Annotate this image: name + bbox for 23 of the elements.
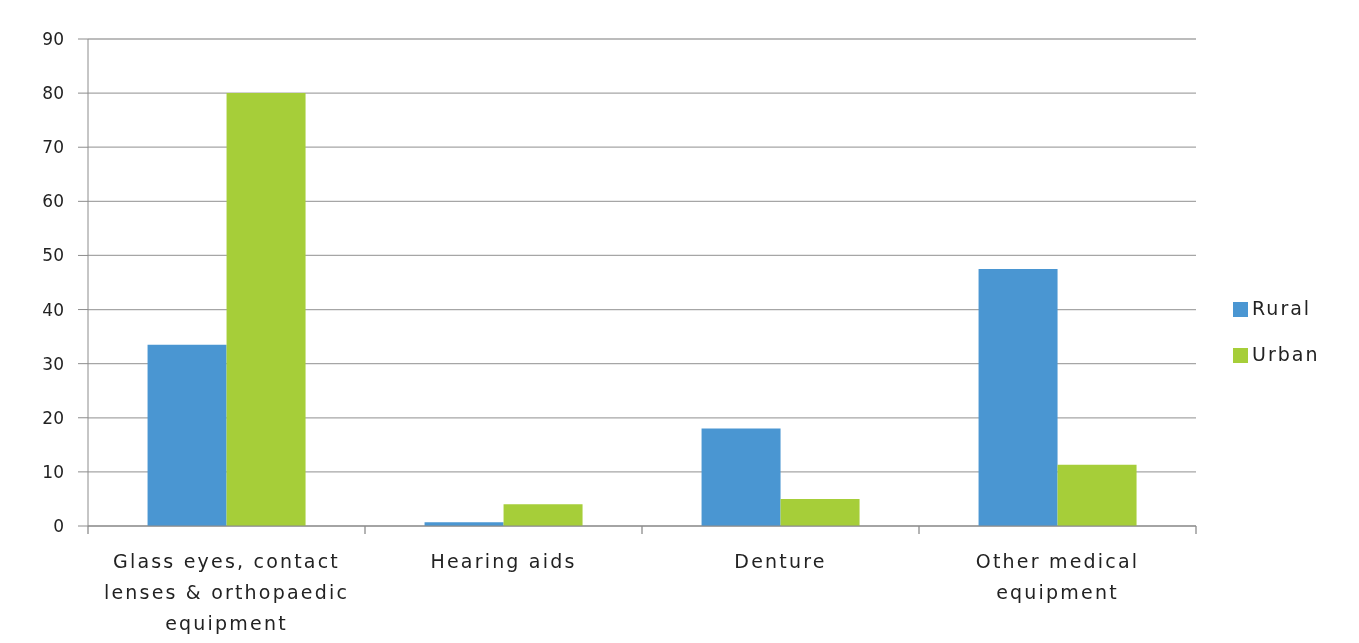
y-tick-label: 80	[42, 83, 64, 104]
y-tick-label: 90	[42, 29, 64, 50]
y-tick-label: 30	[42, 353, 64, 374]
x-tick-label: Hearing aids	[430, 550, 577, 572]
legend-label: Urban	[1252, 342, 1320, 365]
bar	[147, 344, 227, 526]
bar	[701, 428, 781, 526]
x-tick-label: Denture	[734, 550, 827, 572]
x-tick-label: Other medical equipment	[975, 550, 1140, 603]
bar	[226, 93, 306, 526]
y-tick-label: 70	[42, 137, 64, 158]
legend-label: Rural	[1252, 296, 1312, 319]
bar	[1057, 464, 1137, 526]
bar	[780, 498, 860, 526]
bar	[503, 504, 583, 526]
y-tick-label: 40	[42, 299, 64, 320]
y-tick-label: 20	[42, 407, 64, 428]
y-tick-label: 10	[42, 461, 64, 482]
y-tick-label: 60	[42, 191, 64, 212]
y-tick-label: 50	[42, 245, 64, 266]
bar	[978, 268, 1058, 526]
y-tick-label: 0	[53, 516, 64, 537]
x-tick-label: Glass eyes, contact lenses & orthopaedic equipment	[103, 550, 350, 634]
